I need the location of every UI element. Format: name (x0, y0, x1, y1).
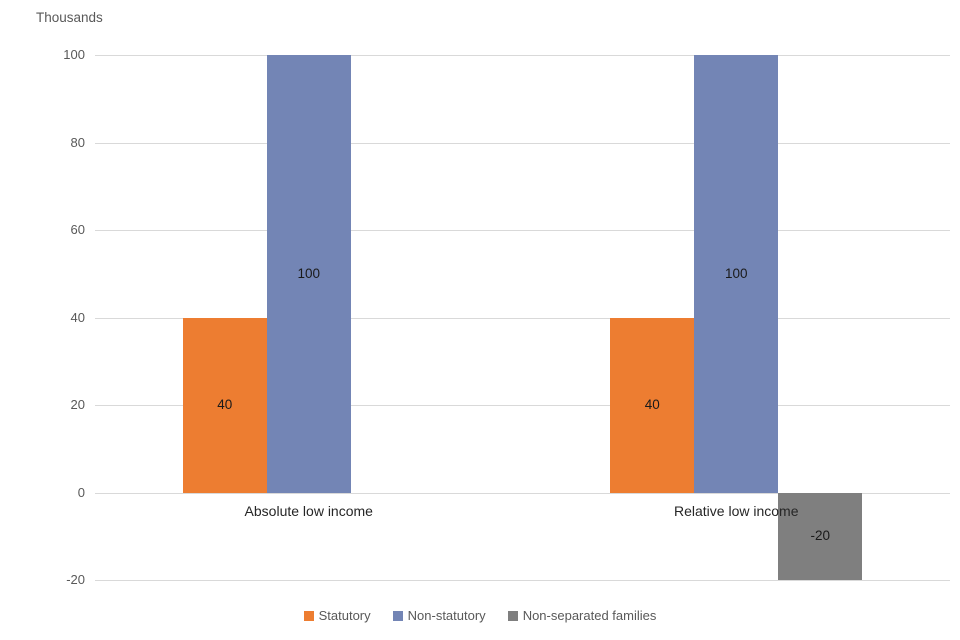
y-tick-label: 20 (70, 397, 85, 412)
bar-non-statutory-2 (694, 55, 779, 493)
data-label: 100 (297, 265, 321, 281)
data-label: 40 (644, 397, 660, 412)
gridline (95, 580, 950, 581)
legend-swatch (303, 610, 314, 621)
data-label: 40 (217, 397, 233, 412)
y-axis-title: Thousands (36, 10, 103, 25)
gridline (95, 55, 950, 56)
bar-non-separated-families-2 (778, 492, 863, 580)
gridline (95, 317, 950, 319)
y-tick-label: 100 (63, 47, 85, 62)
bar-statutory-1 (182, 317, 267, 493)
y-tick-label: 60 (70, 222, 85, 237)
legend-swatch (507, 610, 518, 621)
y-tick-label: 0 (77, 484, 85, 500)
data-label: 100 (724, 265, 748, 281)
category-label: Absolute low income (244, 502, 373, 519)
bar-statutory-2 (610, 317, 695, 493)
legend-item: Statutory (303, 608, 371, 623)
legend-label: Non-separated families (522, 608, 657, 623)
gridline (95, 492, 950, 494)
data-label: -20 (810, 528, 830, 544)
legend-item: Non-statutory (392, 608, 486, 623)
legend-label: Non-statutory (407, 608, 486, 623)
legend-swatch (392, 610, 403, 621)
gridline (95, 405, 950, 406)
y-tick-label: 40 (70, 309, 85, 325)
gridline (95, 230, 950, 231)
y-tick-label: 80 (70, 134, 85, 150)
legend-label: Statutory (318, 608, 371, 623)
legend: Statutory Non-statutory Non-separated fami… (0, 608, 960, 623)
category-label: Relative low income (674, 502, 799, 519)
y-tick-label: -20 (66, 572, 85, 587)
bar-non-statutory-1 (266, 55, 351, 493)
legend-item: Non-separated families (507, 608, 657, 623)
gridline (95, 142, 950, 144)
